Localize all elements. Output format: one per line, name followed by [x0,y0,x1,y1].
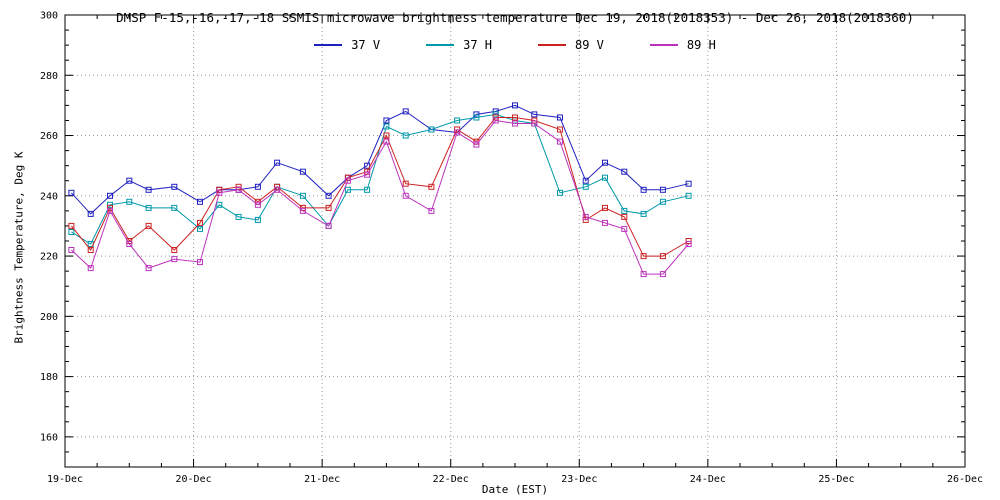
x-tick-labels: 19-Dec 20-Dec 21-Dec 22-Dec 23-Dec 24-Dec 25-D… [47,474,983,485]
legend-swatch-89v [538,44,566,46]
svg-text:24-Dec: 24-Dec [690,474,726,485]
svg-text:19-Dec: 19-Dec [47,474,83,485]
svg-text:200: 200 [40,312,58,323]
axis-ticks [64,14,966,467]
legend-item-37h: 37 H [426,38,492,52]
chart-title: DMSP F-15,-16,-17,-18 SSMIS microwave br… [116,10,914,25]
legend-item-37v: 37 V [314,38,380,52]
svg-text:260: 260 [40,131,58,142]
svg-text:20-Dec: 20-Dec [176,474,212,485]
svg-text:280: 280 [40,71,58,82]
legend-swatch-89h [649,44,678,46]
legend-swatch-37h [426,44,455,46]
gridlines [65,15,965,467]
svg-text:240: 240 [40,191,58,202]
series-89-h [68,117,692,278]
svg-text:23-Dec: 23-Dec [561,474,597,485]
legend-item-89h: 89 H [649,38,716,52]
svg-text:180: 180 [40,372,58,383]
svg-text:21-Dec: 21-Dec [304,474,340,485]
plot-border [64,14,966,468]
y-tick-labels: 160 180 200 220 240 260 280 300 [40,11,58,444]
legend-label-89h: 89 H [686,38,716,52]
series-37-h [68,111,692,247]
svg-text:22-Dec: 22-Dec [433,474,469,485]
svg-text:25-Dec: 25-Dec [818,474,854,485]
x-axis-label: Date (EST) [481,483,549,496]
legend-label-89v: 89 V [575,38,604,52]
svg-text:160: 160 [40,432,58,443]
series-37-v [68,102,692,217]
svg-text:26-Dec: 26-Dec [947,474,983,485]
legend-label-37v: 37 V [351,38,381,52]
legend-item-89v: 89 V [538,38,604,52]
svg-text:300: 300 [40,11,58,22]
legend-label-37h: 37 H [463,38,492,52]
y-axis-label: Brightness Temperature, Deg K [12,151,26,344]
legend: 37 V 37 H 89 V 89 H [65,38,965,52]
svg-text:220: 220 [40,252,58,263]
legend-swatch-37v [314,44,343,46]
